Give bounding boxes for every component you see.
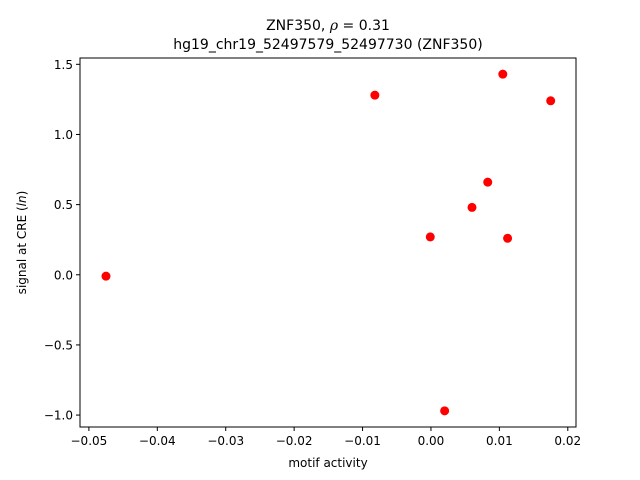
data-point	[370, 90, 380, 100]
x-tick-label: −0.01	[344, 434, 381, 448]
y-tick-label: −1.0	[44, 409, 73, 423]
data-point	[503, 233, 513, 243]
data-point	[101, 271, 111, 281]
x-tick-label: 0.02	[554, 434, 581, 448]
x-tick-label: 0.01	[486, 434, 513, 448]
axes-frame	[79, 57, 577, 428]
plot-area: −0.05 −0.04 −0.03 −0.02 −0.01 0.00 0.01 0.02 −1.…	[44, 58, 581, 448]
y-axis-label: signal at CRE (ln)	[15, 191, 29, 295]
x-tick-label: −0.02	[276, 434, 313, 448]
data-point	[498, 69, 508, 79]
y-tick-label: −0.5	[44, 338, 73, 352]
y-tick-label: 0.5	[54, 198, 73, 212]
data-point	[440, 406, 450, 416]
x-tick-label: −0.04	[139, 434, 176, 448]
data-point	[483, 177, 493, 187]
chart-title-line2: hg19_chr19_52497579_52497730 (ZNF350)	[173, 37, 482, 53]
x-tick-label: 0.00	[418, 434, 445, 448]
y-tick-label: 0.0	[54, 268, 73, 282]
data-point	[425, 232, 435, 242]
x-axis-label: motif activity	[288, 456, 367, 470]
chart-title-line1: ZNF350, ρ = 0.31	[266, 18, 390, 34]
y-tick-label: 1.5	[54, 58, 73, 72]
x-tick-label: −0.05	[71, 434, 108, 448]
x-tick-label: −0.03	[207, 434, 244, 448]
y-tick-label: 1.0	[54, 128, 73, 142]
data-point	[546, 96, 556, 106]
data-point	[467, 202, 477, 212]
